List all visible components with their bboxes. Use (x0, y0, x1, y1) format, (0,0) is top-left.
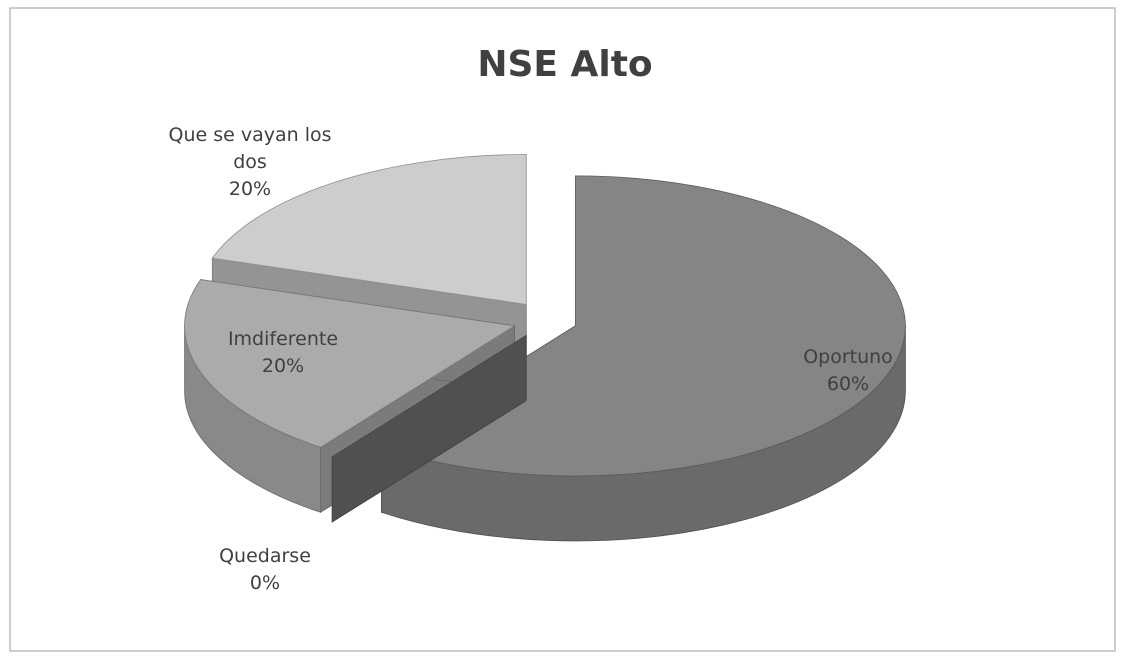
label-category: Quedarse (219, 545, 311, 567)
label-value: 20% (228, 178, 272, 200)
data-label: Que se vayan los dos 20% (150, 122, 350, 203)
label-category: Imdiferente (227, 328, 339, 350)
slice-top (211, 154, 527, 305)
chart-border (9, 7, 1116, 652)
label-value: 20% (261, 355, 305, 377)
label-category: Que se vayan los dos (168, 124, 332, 173)
pie (184, 154, 906, 542)
slice-top (331, 335, 527, 458)
data-label: Quedarse 0% (165, 543, 365, 597)
chart-title: NSE Alto (477, 44, 652, 85)
label-value: 0% (249, 572, 281, 594)
label-value: 60% (826, 373, 870, 395)
slice-top (184, 279, 516, 448)
data-label: Imdiferente 20% (183, 326, 383, 380)
label-category: Oportuno (803, 346, 893, 368)
data-label: Oportuno 60% (748, 344, 948, 398)
